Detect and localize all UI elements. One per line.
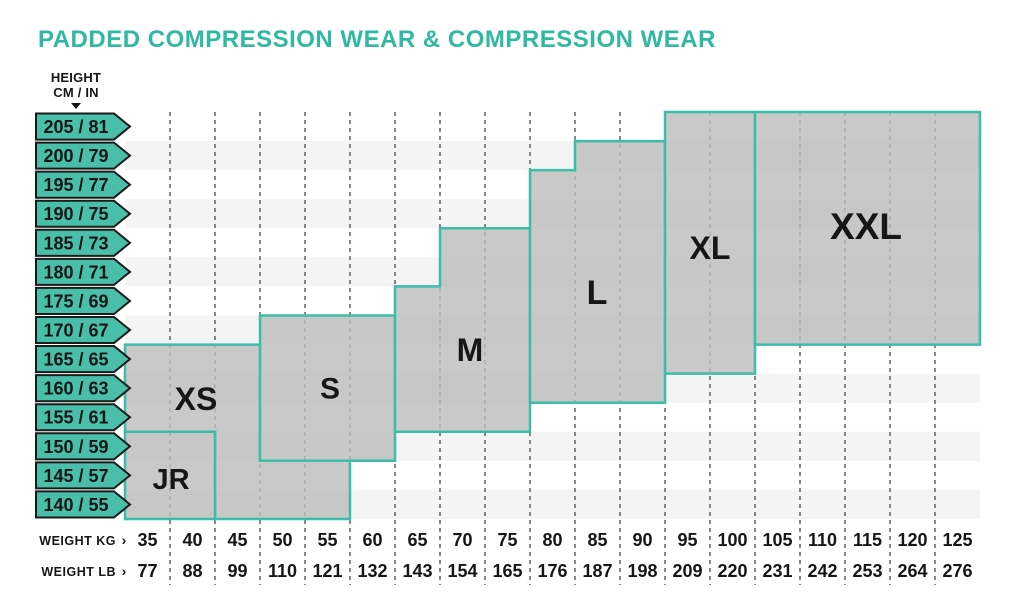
height-tick-chevron [35, 315, 132, 345]
weight-kg-value: 110 [808, 530, 837, 550]
height-tick-chevron [35, 141, 132, 170]
height-tick-label: 155 / 61 [43, 408, 108, 428]
weight-kg-value: 35 [137, 530, 157, 550]
height-tick-label: 180 / 71 [43, 262, 108, 282]
height-header-line1: HEIGHT [50, 70, 102, 85]
size-region-label-xl: XL [690, 230, 731, 266]
height-tick-label: 185 / 73 [43, 233, 108, 253]
weight-lb-value: 165 [492, 561, 522, 581]
weight-lb-value: 264 [897, 561, 927, 581]
height-tick-label: 165 / 65 [43, 350, 108, 370]
weight-kg-value: 85 [587, 530, 607, 550]
weight-kg-axis-label: WEIGHT KG [39, 534, 116, 548]
weight-lb-value: 88 [182, 561, 202, 581]
down-arrow-icon [71, 103, 81, 110]
weight-kg-value: 70 [452, 530, 472, 550]
weight-lb-value: 77 [137, 561, 157, 581]
weight-lb-value: 209 [672, 561, 702, 581]
height-tick-label: 195 / 77 [43, 175, 108, 195]
size-region-label-xxl: XXL [830, 206, 902, 247]
height-tick-chevron [35, 286, 132, 315]
weight-lb-value: 253 [852, 561, 882, 581]
size-region-jr [123, 430, 217, 521]
weight-kg-axis-arrow-icon: › [122, 532, 127, 548]
weight-kg-value: 115 [853, 530, 882, 550]
weight-kg-value: 80 [542, 530, 562, 550]
weight-kg-value: 65 [407, 530, 427, 550]
weight-lb-value: 242 [807, 561, 837, 581]
size-region-xl [663, 110, 757, 375]
weight-kg-value: 55 [317, 530, 337, 550]
height-tick-chevron [35, 374, 132, 403]
weight-lb-axis-arrow-icon: › [122, 563, 127, 579]
weight-lb-value: 276 [942, 561, 972, 581]
size-region-label-xs: XS [175, 381, 218, 417]
height-tick-chevron [35, 257, 132, 286]
height-tick-chevron [35, 228, 132, 257]
page-title: PADDED COMPRESSION WEAR & COMPRESSION WE… [38, 26, 716, 53]
weight-kg-value: 125 [942, 530, 972, 550]
height-tick-label: 140 / 55 [43, 495, 108, 515]
weight-lb-value: 99 [227, 561, 247, 581]
weight-lb-value: 154 [447, 561, 477, 581]
size-region-label-s: S [320, 373, 340, 406]
height-axis-header: HEIGHT CM / IN [34, 70, 118, 110]
size-region-xxl [753, 110, 982, 346]
height-tick-chevron [35, 490, 132, 519]
weight-kg-value: 120 [897, 530, 927, 550]
weight-kg-value: 95 [677, 530, 697, 550]
height-tick-chevron [35, 112, 132, 141]
height-tick-chevron [35, 461, 132, 490]
height-tick-chevron [35, 170, 132, 199]
height-tick-label: 175 / 69 [43, 291, 108, 311]
height-tick-label: 205 / 81 [43, 117, 108, 137]
weight-lb-value: 121 [312, 561, 342, 581]
weight-lb-value: 110 [268, 561, 297, 581]
weight-lb-value: 198 [627, 561, 657, 581]
height-tick-label: 200 / 79 [43, 146, 108, 166]
weight-lb-value: 187 [582, 561, 612, 581]
weight-kg-value: 60 [362, 530, 382, 550]
weight-kg-value: 105 [762, 530, 792, 550]
height-tick-chevron [35, 432, 132, 461]
height-tick-label: 170 / 67 [43, 321, 108, 341]
size-region-l [528, 139, 667, 404]
weight-kg-value: 90 [632, 530, 652, 550]
weight-kg-value: 45 [227, 530, 247, 550]
size-region-label-m: M [457, 332, 484, 368]
height-tick-label: 145 / 57 [43, 466, 108, 486]
weight-kg-value: 50 [272, 530, 292, 550]
weight-lb-value: 132 [357, 561, 387, 581]
height-tick-label: 190 / 75 [43, 204, 108, 224]
size-region-label-l: L [587, 274, 608, 312]
height-tick-chevron [35, 345, 132, 374]
weight-lb-axis-label: WEIGHT LB [41, 565, 116, 579]
height-header-line2: CM / IN [53, 84, 99, 100]
weight-kg-value: 40 [182, 530, 202, 550]
weight-lb-value: 220 [717, 561, 747, 581]
height-tick-label: 160 / 63 [43, 379, 108, 399]
height-tick-label: 150 / 59 [43, 437, 108, 457]
weight-kg-value: 75 [497, 530, 517, 550]
weight-lb-value: 231 [762, 561, 792, 581]
size-region-s [258, 314, 397, 463]
weight-lb-value: 143 [402, 561, 432, 581]
height-tick-chevron [35, 403, 132, 432]
size-region-label-jr: JR [152, 464, 189, 496]
weight-kg-value: 100 [717, 530, 747, 550]
weight-lb-value: 176 [537, 561, 567, 581]
height-tick-chevron [35, 199, 132, 228]
